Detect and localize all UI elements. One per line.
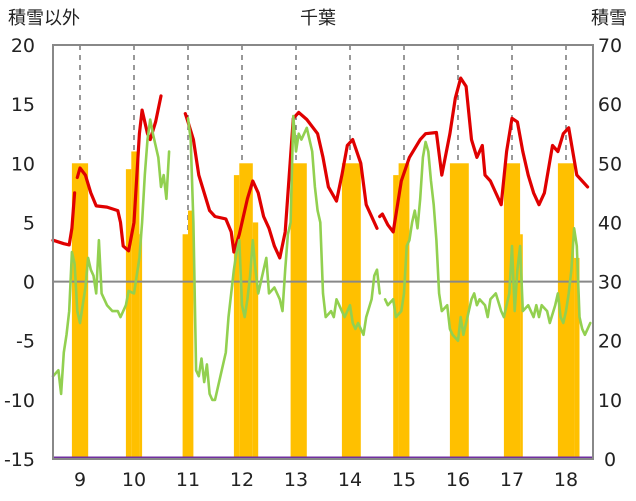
snow-bar: [252, 222, 259, 459]
y-right-tick: 0: [604, 449, 616, 471]
snow-bar: [290, 163, 307, 460]
red-line-segment: [51, 191, 77, 247]
x-tick: 15: [392, 469, 416, 491]
snow-bar: [80, 163, 89, 460]
snow-bar: [188, 210, 194, 459]
plot-frame: [52, 44, 594, 460]
y-right-tick: 30: [598, 272, 622, 294]
y-left-tick: -15: [4, 449, 35, 471]
y-left-tick: 0: [23, 272, 35, 294]
x-tick: 17: [500, 469, 524, 491]
red-line-segment: [378, 76, 590, 234]
y-left-label: 積雪以外: [8, 8, 80, 29]
snow-bar: [182, 234, 188, 459]
y-left-tick: 10: [11, 153, 35, 175]
snow-bar: [131, 151, 140, 459]
y-left-tick: 5: [23, 212, 35, 234]
y-right-tick: 40: [598, 212, 622, 234]
snow-bar: [503, 163, 521, 460]
green-line-segment: [383, 140, 592, 342]
y-right-tick: 60: [598, 94, 622, 116]
snow-bar: [449, 163, 469, 460]
red-line-segment: [183, 110, 379, 260]
y-right-tick: 20: [598, 331, 622, 353]
snow-bar: [520, 234, 523, 459]
snow-bar: [139, 234, 143, 459]
snow-bar: [233, 175, 240, 459]
red-line-segment: [75, 94, 163, 253]
y-left-tick: -5: [16, 331, 35, 353]
snow-bar: [398, 163, 410, 460]
snow-bar: [71, 163, 80, 460]
x-tick: 13: [284, 469, 308, 491]
green-line-segment: [51, 118, 171, 396]
y-right-label: 積雪: [591, 8, 627, 29]
snow-bar: [574, 257, 580, 459]
x-tick: 9: [74, 469, 86, 491]
x-tick: 10: [122, 469, 146, 491]
y-right-tick: 50: [598, 153, 622, 175]
x-tick: 11: [176, 469, 200, 491]
green-line-segment: [186, 114, 381, 402]
chart-title: 千葉: [300, 8, 336, 29]
x-tick: 16: [446, 469, 470, 491]
y-right-tick: 70: [598, 35, 622, 57]
x-tick: 18: [554, 469, 578, 491]
plot-area: -15 -10 -5 0 5 10 15 20 0 10 20 30 40 50 60 70 9 10 11 12 13…: [4, 35, 622, 491]
x-tick: 14: [338, 469, 362, 491]
x-tick: 12: [230, 469, 254, 491]
y-left-tick: 15: [11, 94, 35, 116]
y-left-tick: -10: [4, 390, 35, 412]
snow-bar: [125, 169, 132, 459]
y-left-tick: 20: [11, 35, 35, 57]
y-right-tick: 10: [598, 390, 622, 412]
